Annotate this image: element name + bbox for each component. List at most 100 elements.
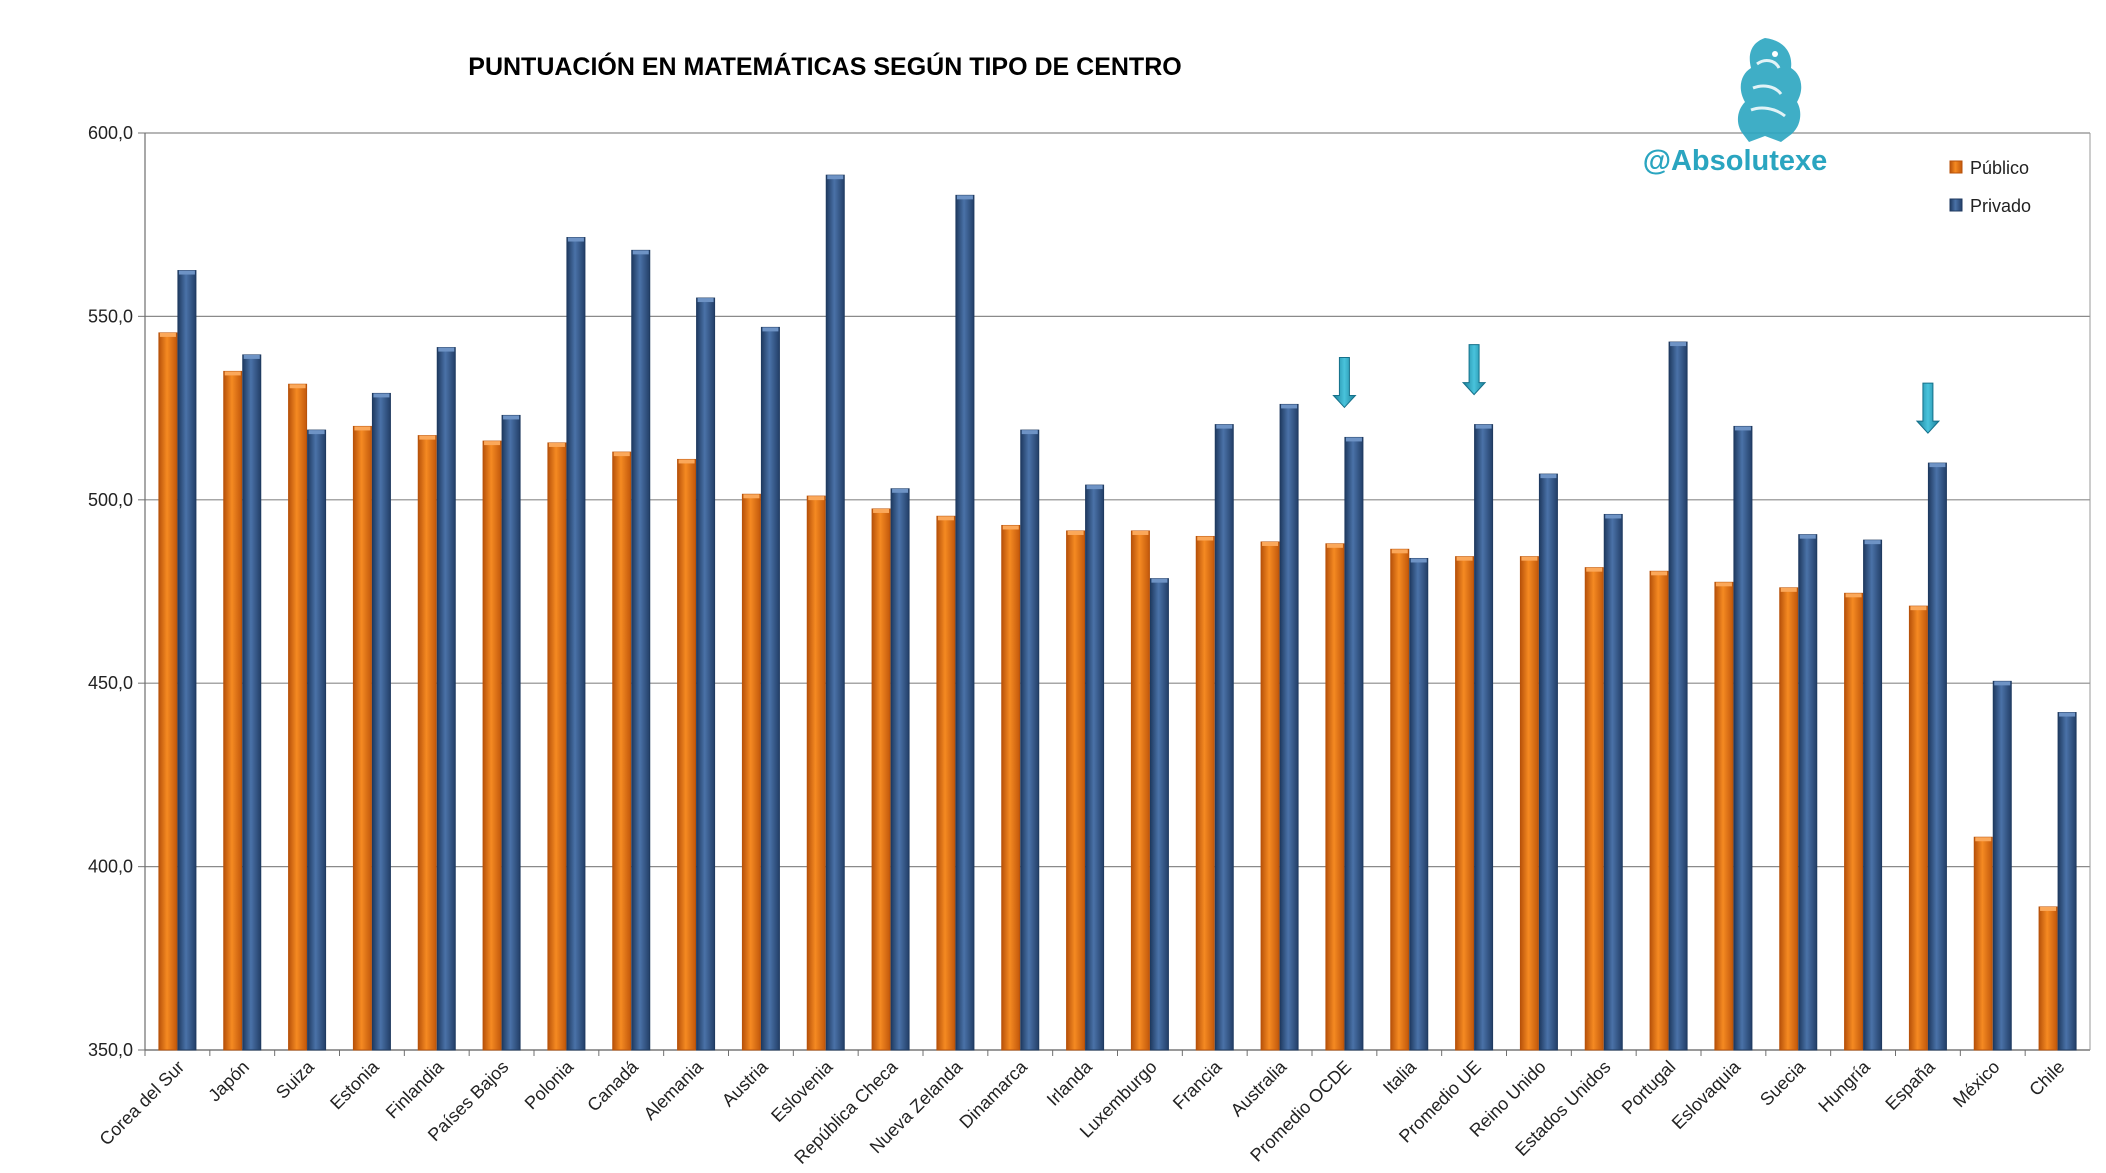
bar-publico-cap: [1845, 593, 1862, 598]
bar-publico-body: [223, 370, 243, 1051]
bar-publico-body: [936, 515, 956, 1051]
bar-privado-cap: [1605, 514, 1622, 519]
x-category-label: Portugal: [1618, 1057, 1680, 1119]
bar-publico: [1455, 556, 1475, 1051]
bar-publico-cap: [1132, 530, 1149, 535]
bar-publico-body: [612, 451, 632, 1051]
highlight-arrows: [1332, 344, 1941, 434]
chart-title: PUNTUACIÓN EN MATEMÁTICAS SEGÚN TIPO DE …: [468, 51, 1181, 81]
bar-publico-cap: [613, 452, 630, 457]
bar-publico-body: [1455, 556, 1475, 1051]
bar-privado: [1279, 403, 1299, 1051]
bar-privado-body: [1927, 462, 1947, 1051]
bar-privado: [1863, 539, 1883, 1051]
bar-privado-body: [436, 347, 456, 1051]
bar-privado-cap: [503, 415, 520, 420]
bar-privado: [1474, 424, 1494, 1051]
bar-privado: [1538, 473, 1558, 1051]
bar-privado: [955, 194, 975, 1051]
bar-publico: [806, 495, 826, 1051]
bar-privado-body: [1020, 429, 1040, 1051]
bar-privado-cap: [762, 327, 779, 332]
bar-privado-body: [825, 174, 845, 1051]
bar-publico: [871, 508, 891, 1051]
x-category-label: Estonia: [326, 1056, 383, 1113]
bar-privado: [1149, 578, 1169, 1051]
bar-privado-cap: [567, 237, 584, 242]
bar-publico-body: [2038, 906, 2058, 1051]
y-tick-label: 600,0: [88, 123, 133, 143]
bar-publico-body: [1584, 567, 1604, 1051]
bar-publico: [1649, 570, 1669, 1051]
bar-privado: [307, 429, 327, 1051]
x-category-label: Alemania: [640, 1056, 708, 1124]
bar-publico: [612, 451, 632, 1051]
x-category-label: Japón: [204, 1057, 253, 1106]
bar-privado: [1668, 341, 1688, 1051]
bar-privado-cap: [827, 175, 844, 180]
bar-publico-cap: [1521, 556, 1538, 561]
bar-privado-cap: [373, 393, 390, 398]
bar-privado-cap: [1540, 474, 1557, 479]
bar-privado: [242, 354, 262, 1051]
bar-privado: [371, 392, 391, 1051]
x-category-label: Eslovenia: [767, 1056, 837, 1126]
bar-privado-cap: [2059, 712, 2076, 717]
x-category-label: Hungría: [1814, 1056, 1874, 1116]
bar-privado: [1020, 429, 1040, 1051]
bar-publico-cap: [937, 516, 954, 521]
bar-privado-body: [760, 326, 780, 1051]
bar-privado-body: [501, 414, 521, 1051]
down-arrow-icon: [1461, 344, 1487, 396]
bar-privado: [1798, 534, 1818, 1051]
bar-privado: [177, 270, 197, 1051]
bar-publico: [2038, 906, 2058, 1051]
bar-publico-cap: [484, 441, 501, 446]
bar-publico: [547, 442, 567, 1051]
legend-label-publico: Público: [1970, 158, 2029, 178]
bar-privado: [1085, 484, 1105, 1051]
bar-publico: [1779, 587, 1799, 1051]
bar-publico-body: [1195, 535, 1215, 1051]
bar-publico-cap: [808, 496, 825, 501]
bar-publico-cap: [1975, 837, 1992, 842]
y-tick-label: 350,0: [88, 1040, 133, 1060]
bar-publico-cap: [289, 384, 306, 389]
x-category-label: España: [1881, 1056, 1939, 1114]
x-category-label: México: [1949, 1057, 2003, 1111]
bar-publico: [1908, 605, 1928, 1051]
x-category-label: Eslovaquia: [1668, 1056, 1745, 1133]
bar-privado: [1733, 425, 1753, 1051]
bar-privado-cap: [1281, 404, 1298, 409]
bar-privado: [1214, 424, 1234, 1051]
bar-privado-cap: [1929, 463, 1946, 468]
bar-privado-body: [1085, 484, 1105, 1051]
legend-label-privado: Privado: [1970, 196, 2031, 216]
bar-publico-cap: [1715, 582, 1732, 587]
x-category-label: Dinamarca: [955, 1056, 1031, 1132]
bar-privado-body: [1409, 557, 1429, 1051]
y-tick-label: 500,0: [88, 490, 133, 510]
bar-publico-cap: [224, 371, 241, 376]
bar-privado: [890, 488, 910, 1051]
x-category-label: Polonia: [521, 1056, 578, 1113]
bar-privado-body: [371, 392, 391, 1051]
bar-privado-body: [1279, 403, 1299, 1051]
bar-privado: [501, 414, 521, 1051]
y-tick-label: 450,0: [88, 673, 133, 693]
bar-publico: [1325, 543, 1345, 1051]
legend-swatch-publico: [1949, 160, 1963, 174]
bar-publico-cap: [354, 426, 371, 431]
bar-privado-body: [1538, 473, 1558, 1051]
brand-handle: @Absolutexe: [1643, 145, 1828, 177]
bar-privado: [2057, 712, 2077, 1051]
legend-item-publico: Público: [1949, 158, 2029, 178]
bar-publico-cap: [1002, 525, 1019, 530]
bar-privado-cap: [1475, 424, 1492, 429]
bar-privado: [1603, 513, 1623, 1051]
bar-publico-body: [352, 425, 372, 1051]
x-category-label: Austria: [718, 1056, 772, 1110]
bar-publico-body: [1390, 548, 1410, 1051]
x-category-label: Irlanda: [1043, 1056, 1097, 1110]
x-category-label: Chile: [2025, 1057, 2068, 1100]
